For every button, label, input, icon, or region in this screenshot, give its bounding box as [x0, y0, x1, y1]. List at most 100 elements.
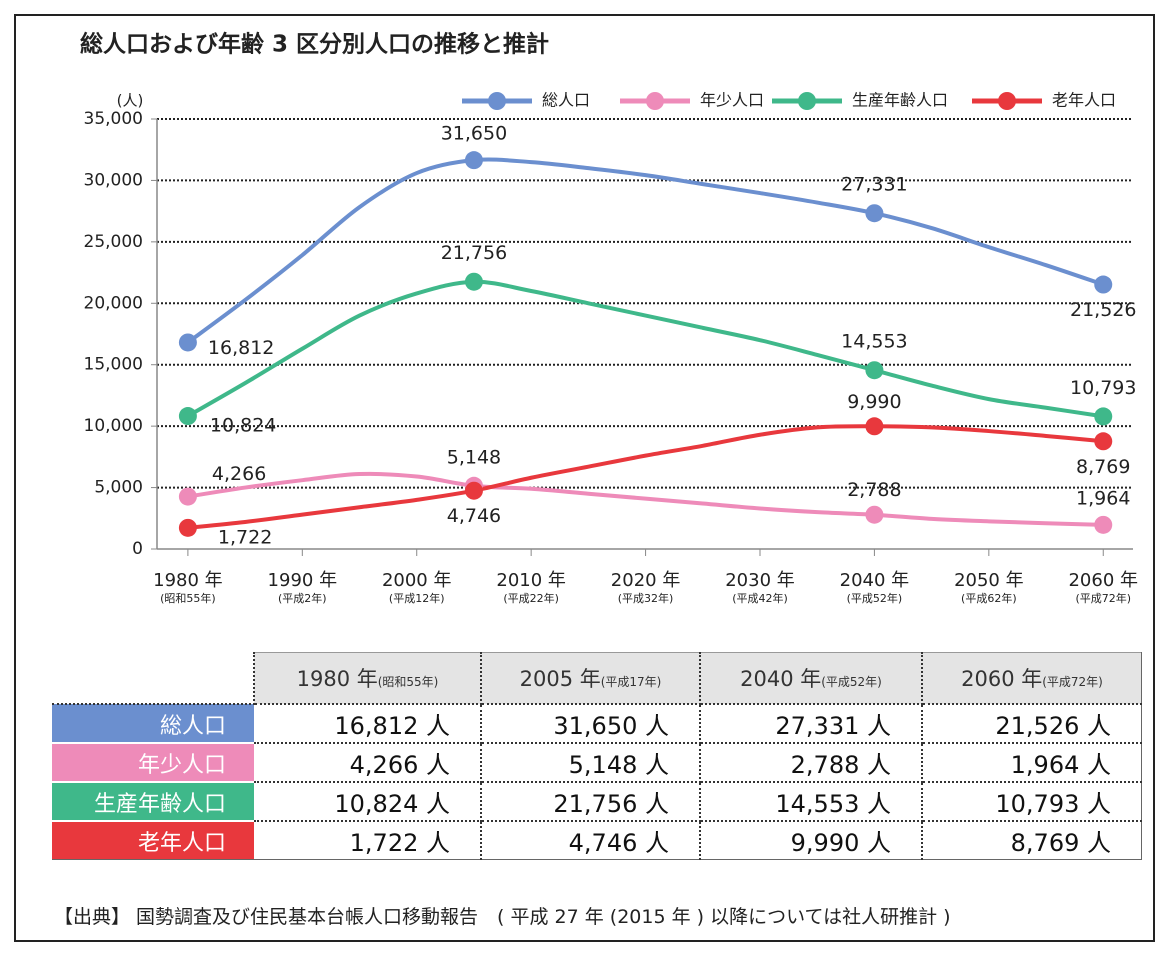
table-cell: 16,812 人 [254, 704, 482, 744]
header-era: (平成72年) [1042, 675, 1103, 689]
marker [178, 487, 197, 506]
data-label: 1,722 [218, 526, 272, 548]
row-label: 総人口 [52, 704, 254, 744]
data-label: 9,990 [847, 391, 901, 413]
header-cell: 1980 年(昭和55年) [254, 652, 482, 705]
marker [865, 361, 884, 380]
y-tick-label: 5,000 [94, 478, 143, 498]
x-tick-era: (平成72年) [1075, 591, 1131, 605]
y-unit: (人) [117, 92, 144, 110]
marker [464, 151, 483, 170]
data-label: 4,266 [212, 463, 266, 485]
x-tick-era: (平成52年) [847, 591, 903, 605]
y-tick-label: 35,000 [84, 109, 143, 129]
data-label: 21,756 [441, 242, 507, 264]
marker [1094, 407, 1113, 426]
table-cell: 1,964 人 [922, 743, 1142, 783]
marker [464, 481, 483, 500]
data-label: 16,812 [208, 337, 274, 359]
table-row: 年少人口 4,266 人 5,148 人 2,788 人 1,964 人 [52, 743, 1142, 783]
table-cell: 1,722 人 [254, 821, 482, 860]
x-tick-era: (平成62年) [961, 591, 1017, 605]
legend-label: 総人口 [542, 91, 590, 110]
x-tick-label: 2030 年 [725, 570, 795, 591]
data-table: 1980 年(昭和55年) 2005 年(平成17年) 2040 年(平成52年) 2… [52, 652, 1142, 860]
data-label: 27,331 [841, 174, 907, 196]
marker [178, 518, 197, 537]
x-tick-label: 2020 年 [611, 570, 681, 591]
table-row: 老年人口 1,722 人 4,746 人 9,990 人 8,769 人 [52, 821, 1142, 860]
table-cell: 4,266 人 [254, 743, 482, 783]
marker [178, 333, 197, 352]
table-row: 生産年齢人口 10,824 人 21,756 人 14,553 人 10,793 人 [52, 782, 1142, 822]
marker [1094, 432, 1113, 451]
x-tick-era: (平成12年) [389, 591, 445, 605]
x-tick-label: 2040 年 [840, 570, 910, 591]
x-tick-label: 2050 年 [954, 570, 1024, 591]
table-cell: 31,650 人 [481, 704, 701, 744]
y-tick-label: 30,000 [84, 170, 143, 190]
legend-marker [798, 92, 816, 110]
marker [865, 204, 884, 223]
header-era: (平成52年) [821, 675, 882, 689]
data-label: 1,964 [1076, 487, 1130, 509]
series-line [187, 424, 1104, 530]
series-line [187, 471, 1104, 527]
header-cell: 2060 年(平成72年) [922, 652, 1142, 705]
table-row: 総人口 16,812 人 31,650 人 27,331 人 21,526 人 [52, 704, 1142, 744]
row-label: 生産年齢人口 [52, 782, 254, 822]
data-label: 14,553 [841, 331, 907, 353]
source: 【出典】 国勢調査及び住民基本台帳人口移動報告 ( 平成 27 年 (2015 … [54, 906, 951, 928]
data-label: 21,526 [1070, 299, 1136, 321]
x-tick-era: (平成2年) [278, 591, 327, 605]
data-label: 10,824 [210, 415, 276, 437]
header-year: 1980 年 [296, 667, 378, 691]
legend-label: 生産年齢人口 [852, 91, 948, 110]
data-label: 5,148 [447, 446, 501, 468]
table-cell: 9,990 人 [700, 821, 923, 860]
header-year: 2005 年 [519, 667, 601, 691]
header-row: 1980 年(昭和55年) 2005 年(平成17年) 2040 年(平成52年) 2… [52, 652, 1142, 705]
header-year: 2060 年 [961, 667, 1043, 691]
y-tick-label: 10,000 [84, 416, 143, 436]
x-tick-label: 1990 年 [268, 570, 338, 591]
x-tick-label: 1980 年 [153, 570, 223, 591]
header-era: (平成17年) [600, 675, 662, 689]
y-tick-label: 25,000 [84, 232, 143, 252]
header-cell: 2040 年(平成52年) [700, 652, 923, 705]
legend-marker [646, 92, 664, 110]
table-cell: 4,746 人 [481, 821, 701, 860]
legend-label: 年少人口 [700, 91, 764, 110]
data-label: 4,746 [447, 505, 501, 527]
x-tick-era: (平成42年) [732, 591, 788, 605]
x-tick-era: (平成22年) [503, 591, 559, 605]
table-cell: 21,756 人 [481, 782, 701, 822]
x-tick-era: (平成32年) [618, 591, 674, 605]
series-line [186, 279, 1104, 419]
table-cell: 27,331 人 [700, 704, 923, 744]
marker [865, 505, 884, 524]
table-cell: 2,788 人 [700, 743, 923, 783]
marker [1094, 275, 1113, 294]
header-cell: 2005 年(平成17年) [481, 652, 701, 705]
marker [865, 417, 884, 436]
table-cell: 14,553 人 [700, 782, 923, 822]
data-label: 8,769 [1076, 456, 1130, 478]
series-line [186, 157, 1104, 345]
x-tick-era: (昭和55年) [160, 591, 216, 605]
row-label: 年少人口 [52, 743, 254, 783]
data-label: 31,650 [441, 123, 507, 145]
header-era: (昭和55年) [377, 675, 439, 689]
table-cell: 10,824 人 [254, 782, 482, 822]
data-label: 10,793 [1070, 377, 1136, 399]
marker [178, 407, 197, 426]
header-year: 2040 年 [740, 667, 822, 691]
table-cell: 8,769 人 [922, 821, 1142, 860]
marker [464, 272, 483, 291]
y-tick-label: 0 [132, 539, 143, 559]
chart: 総人口および年齢 3 区分別人口の推移と推計 (人) 0 5,000 10,000 1… [80, 31, 1138, 606]
row-label: 老年人口 [52, 821, 254, 860]
x-tick-label: 2000 年 [382, 570, 452, 591]
legend-marker [998, 92, 1016, 110]
